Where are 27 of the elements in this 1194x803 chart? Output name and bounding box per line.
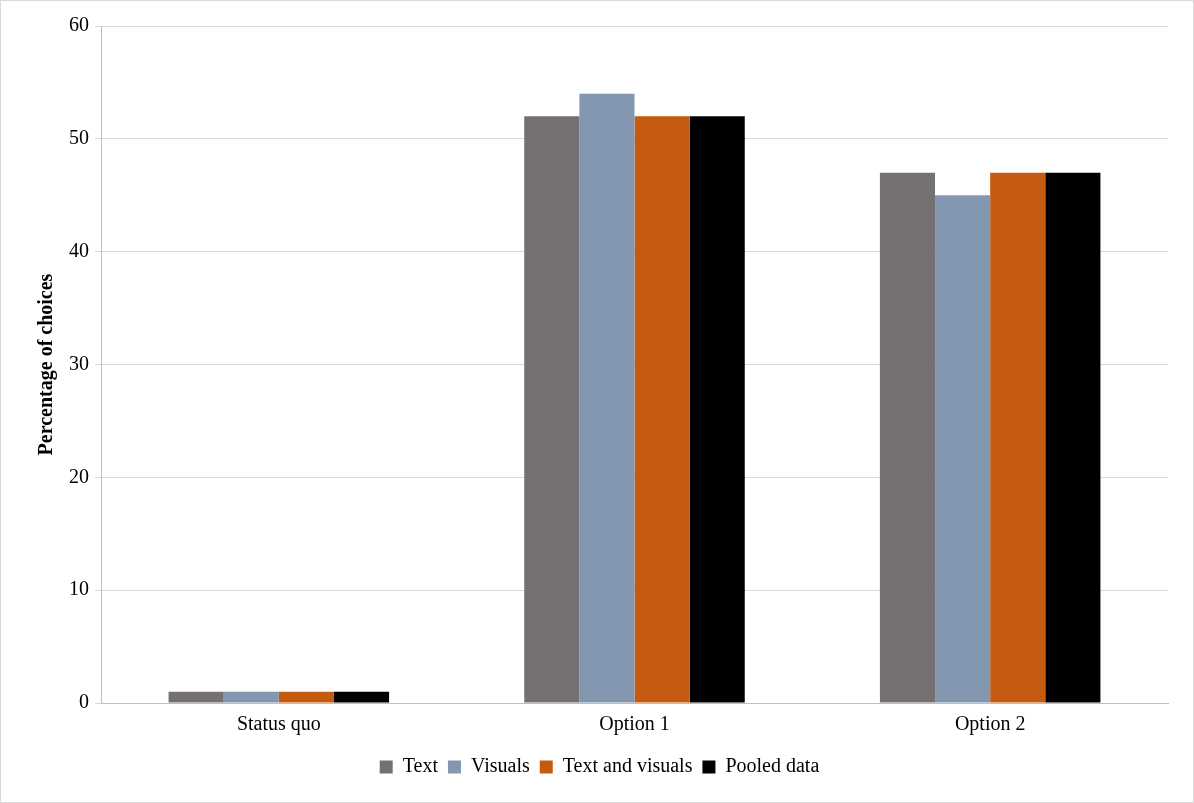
bar [634,116,690,703]
legend-label: Visuals [470,754,530,777]
bar [935,195,991,703]
bar [990,172,1046,703]
legend-label: Pooled data [725,754,820,777]
y-tick-label: 30 [69,351,89,374]
y-tick-label: 0 [79,690,89,713]
bar [1045,172,1101,703]
x-tick-label: Status quo [236,712,321,736]
y-tick-label: 50 [69,126,89,149]
y-tick-label: 60 [69,13,89,36]
x-tick-label: Option 2 [954,712,1026,736]
y-axis-title: Percentage of choices [34,273,58,456]
legend-label: Text [402,754,439,777]
bar [689,116,745,703]
x-tick-label: Option 1 [599,712,670,736]
bar [579,93,635,703]
bar [333,691,390,703]
y-tick-label: 10 [69,577,89,600]
bar [524,116,580,703]
y-tick-label: 20 [69,464,89,487]
bar [879,172,936,703]
bar [168,691,224,703]
legend-label: Text and visuals [562,754,693,777]
y-tick-label: 40 [69,238,89,261]
bar [278,691,334,703]
bar [223,691,279,703]
